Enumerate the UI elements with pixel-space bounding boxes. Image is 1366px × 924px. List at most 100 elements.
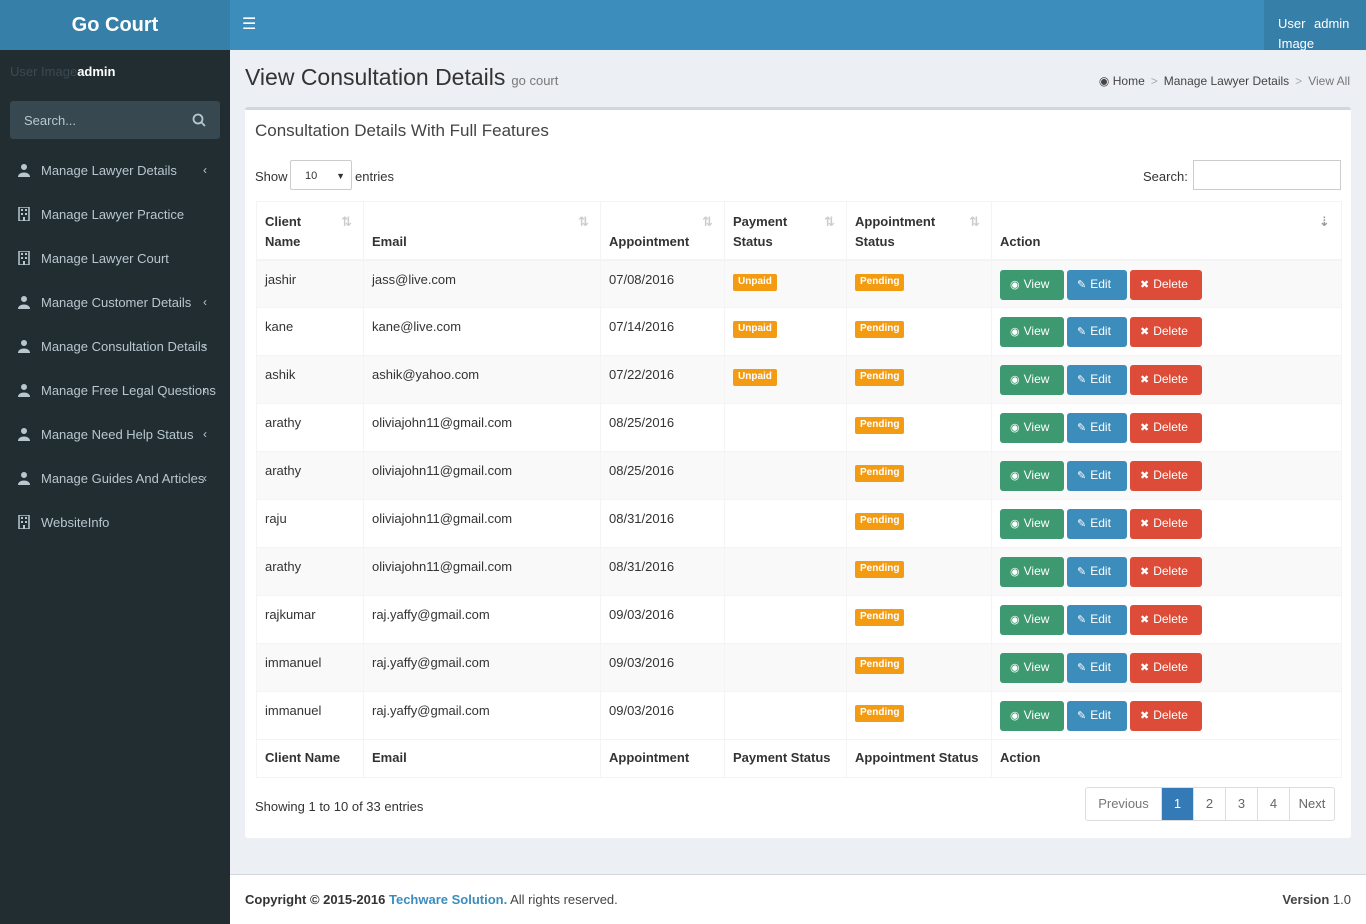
edit-button[interactable]: ✎ Edit [1067,509,1127,539]
edit-button-label: Edit [1090,468,1111,482]
app-logo[interactable]: Go Court [0,0,230,50]
delete-button[interactable]: ✖ Delete [1130,653,1202,683]
breadcrumb-home[interactable]: Home [1112,74,1145,88]
page-length-select[interactable]: 10 ▼ [290,160,352,190]
cell-appointment-status: Pending [846,691,992,740]
view-button[interactable]: ◉ View [1000,365,1064,395]
view-button[interactable]: ◉ View [1000,269,1064,300]
view-button[interactable]: ◉ View [1000,557,1064,587]
sidebar-item[interactable]: Manage Lawyer Court [0,237,230,281]
edit-button-label: Edit [1090,324,1111,338]
sidebar-toggle-icon[interactable]: ☰ [242,16,257,33]
pagination-next[interactable]: Next [1298,796,1326,811]
eye-icon: ◉ [1010,710,1020,722]
cell-payment-status [724,643,847,692]
sidebar-item[interactable]: Manage Lawyer Details ‹ [0,149,230,193]
edit-button-label: Edit [1090,564,1111,578]
column-header-appointment-status[interactable]: Appointment Status ⇅ [846,201,992,261]
delete-button[interactable]: ✖ Delete [1130,413,1202,443]
copyright: Copyright © 2015-2016 Techware Solution.… [245,892,618,907]
cell-payment-status [724,547,847,596]
pagination-page[interactable]: 4 [1258,788,1290,820]
delete-button[interactable]: ✖ Delete [1130,509,1202,539]
delete-button-label: Delete [1153,324,1188,338]
edit-button[interactable]: ✎ Edit [1067,461,1127,491]
column-header-action[interactable]: Action ⇣ [991,201,1342,261]
edit-button[interactable]: ✎ Edit [1067,557,1127,587]
view-button-label: View [1023,708,1050,722]
cell-action: ◉ View ✎ Edit ✖ Delete [991,451,1342,500]
user-menu[interactable]: User Image admin [1264,0,1366,51]
rights-text: All rights reserved. [510,892,618,907]
user-icon [18,164,30,177]
delete-button[interactable]: ✖ Delete [1130,269,1202,300]
edit-icon: ✎ [1077,566,1087,578]
edit-button[interactable]: ✎ Edit [1067,701,1127,731]
pagination-page[interactable]: 2 [1194,788,1226,820]
edit-button[interactable]: ✎ Edit [1067,269,1127,300]
view-button[interactable]: ◉ View [1000,509,1064,539]
close-icon: ✖ [1140,662,1150,674]
column-header-client-name[interactable]: Client Name ⇅ [256,201,364,261]
edit-icon: ✎ [1077,374,1087,386]
close-icon: ✖ [1140,422,1150,434]
breadcrumb-manage-lawyer-details[interactable]: Manage Lawyer Details [1163,74,1290,88]
column-header-appointment[interactable]: Appointment ⇅ [600,201,725,261]
edit-button[interactable]: ✎ Edit [1067,365,1127,395]
sidebar-item[interactable]: Manage Need Help Status ‹ [0,413,230,457]
delete-button[interactable]: ✖ Delete [1130,461,1202,491]
view-button[interactable]: ◉ View [1000,605,1064,635]
cell-appointment: 08/31/2016 [600,499,725,548]
cell-email: raj.yaffy@gmail.com [363,595,601,644]
sidebar-item-label: WebsiteInfo [41,515,110,530]
sidebar-item[interactable]: WebsiteInfo [0,501,230,545]
edit-icon: ✎ [1077,326,1087,338]
search-icon[interactable] [192,113,206,127]
eye-icon: ◉ [1010,470,1020,482]
footer-client-name: Client Name [256,739,364,778]
view-button[interactable]: ◉ View [1000,461,1064,491]
delete-button[interactable]: ✖ Delete [1130,605,1202,635]
appointment-status-badge: Pending [855,657,905,674]
cell-payment-status: Unpaid [724,307,847,356]
cell-action: ◉ View ✎ Edit ✖ Delete [991,355,1342,404]
chevron-left-icon: ‹ [203,471,207,485]
delete-button-label: Delete [1153,660,1188,674]
edit-button[interactable]: ✎ Edit [1067,317,1127,347]
delete-button[interactable]: ✖ Delete [1130,317,1202,347]
column-header-email[interactable]: Email ⇅ [363,201,601,261]
sidebar-item[interactable]: Manage Guides And Articles ‹ [0,457,230,501]
delete-button[interactable]: ✖ Delete [1130,365,1202,395]
sidebar-search [10,101,220,139]
sort-icon: ⇅ [824,214,835,229]
view-button[interactable]: ◉ View [1000,317,1064,347]
sidebar-item[interactable]: Manage Consultation Details ‹ [0,325,230,369]
pagination-page[interactable]: 1 [1162,788,1194,820]
delete-button[interactable]: ✖ Delete [1130,557,1202,587]
page-title-text: View Consultation Details [245,64,506,90]
edit-button[interactable]: ✎ Edit [1067,605,1127,635]
view-button[interactable]: ◉ View [1000,653,1064,683]
view-button-label: View [1023,564,1050,578]
sidebar-search-input[interactable] [10,101,180,139]
edit-icon: ✎ [1077,518,1087,530]
cell-appointment-status: Pending [846,259,992,308]
edit-button[interactable]: ✎ Edit [1067,653,1127,683]
delete-button[interactable]: ✖ Delete [1130,701,1202,731]
cell-client-name: arathy [256,403,364,452]
pagination-previous[interactable]: Previous [1086,788,1162,820]
view-button[interactable]: ◉ View [1000,413,1064,443]
table-search-label: Search: [1143,169,1188,184]
close-icon: ✖ [1140,518,1150,530]
view-button[interactable]: ◉ View [1000,701,1064,731]
column-header-label: Client Name [265,214,302,249]
table-search-input[interactable] [1193,160,1341,190]
sidebar-item[interactable]: Manage Lawyer Practice [0,193,230,237]
appointment-status-badge: Pending [855,417,905,434]
company-link[interactable]: Techware Solution. [388,892,508,907]
column-header-payment-status[interactable]: Payment Status ⇅ [724,201,847,261]
edit-button[interactable]: ✎ Edit [1067,413,1127,443]
pagination-page[interactable]: 3 [1226,788,1258,820]
sidebar-item[interactable]: Manage Free Legal Questions ‹ [0,369,230,413]
sidebar-item[interactable]: Manage Customer Details ‹ [0,281,230,325]
